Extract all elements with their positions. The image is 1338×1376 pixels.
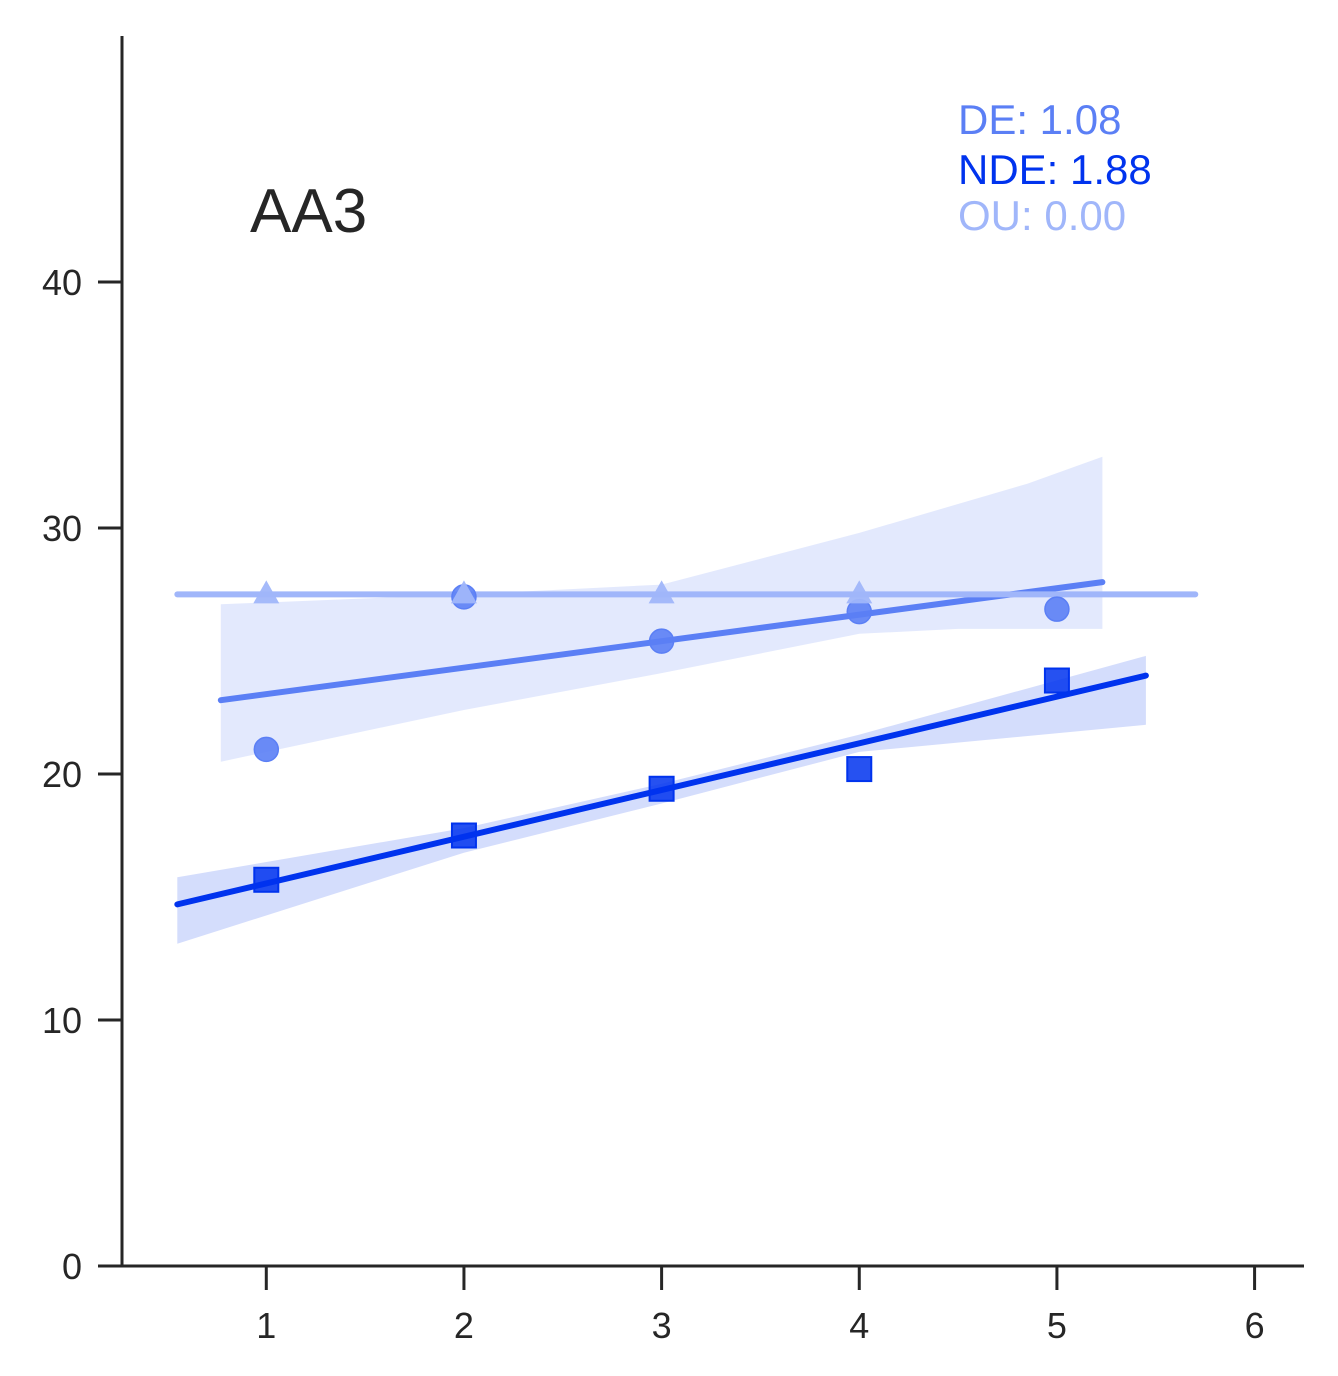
panel-title: AA3 — [250, 177, 367, 246]
point-de-5 — [1044, 596, 1070, 622]
point-ou-4 — [846, 580, 873, 604]
point-ou-2 — [450, 580, 477, 604]
annotation-nde: NDE: 1.88 — [958, 146, 1152, 193]
point-ou-3 — [648, 580, 675, 604]
x-tick-label: 1 — [256, 1305, 276, 1346]
y-tick-label: 40 — [42, 262, 82, 303]
point-nde-2 — [450, 822, 477, 849]
x-tick-label: 4 — [849, 1305, 869, 1346]
point-nde-5 — [1043, 667, 1070, 694]
point-nde-3 — [648, 775, 675, 802]
y-tick-label: 0 — [62, 1246, 82, 1287]
point-de-1 — [253, 736, 280, 763]
point-de-3 — [648, 628, 675, 654]
y-tick-label: 20 — [42, 754, 82, 795]
point-ou-1 — [253, 580, 280, 604]
y-tick-label: 30 — [42, 508, 82, 549]
x-tick-label: 5 — [1047, 1305, 1067, 1346]
point-nde-4 — [846, 756, 873, 783]
y-tick-label: 10 — [42, 1000, 82, 1041]
data-points — [253, 580, 1070, 893]
x-tick-label: 3 — [652, 1305, 672, 1346]
ci-band-de — [220, 456, 1103, 762]
axes: 1 2 3 4 5 6 0 10 20 30 40 — [42, 36, 1304, 1346]
point-nde-1 — [253, 866, 280, 893]
metric-annotations: DE: 1.08 NDE: 1.88 OU: 0.00 — [958, 96, 1152, 239]
x-tick-label: 2 — [454, 1305, 474, 1346]
annotation-de: DE: 1.08 — [958, 96, 1121, 143]
annotation-ou: OU: 0.00 — [958, 192, 1126, 239]
x-tick-label: 6 — [1245, 1305, 1265, 1346]
